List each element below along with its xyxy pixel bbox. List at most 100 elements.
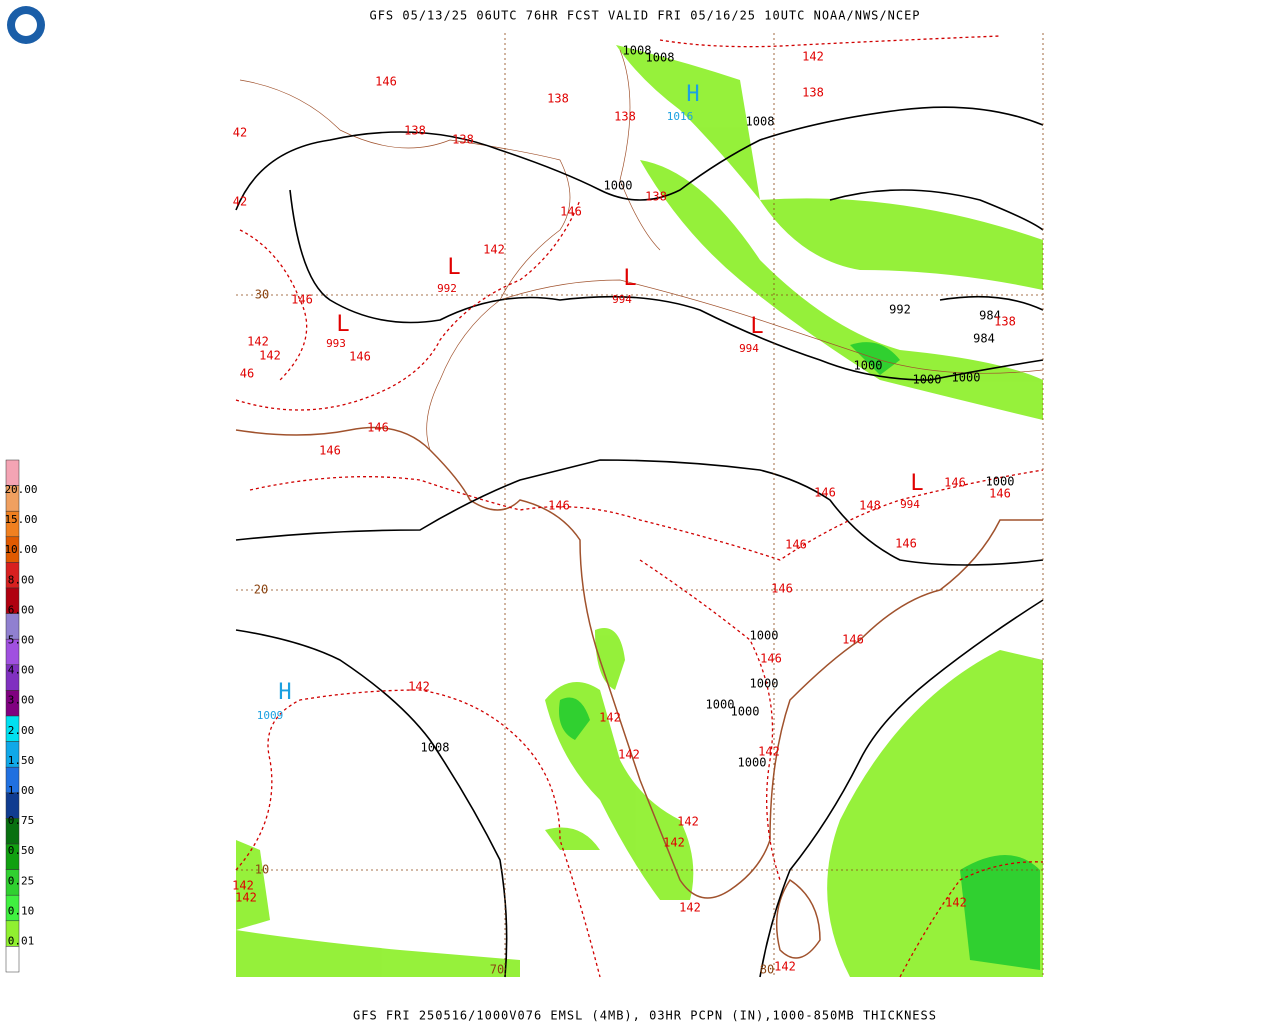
- map-area: [235, 33, 1044, 978]
- thickness-label: 142: [599, 711, 621, 725]
- low-pressure: 992: [437, 282, 457, 295]
- thickness-label: 146: [319, 444, 341, 458]
- grid-label: 20: [254, 583, 268, 597]
- high-pressure: 1016: [667, 110, 694, 123]
- low-symbol: L: [447, 255, 460, 280]
- thickness-label: 142: [408, 680, 430, 694]
- thickness-label: 146: [842, 633, 864, 647]
- thickness-label: 142: [945, 896, 967, 910]
- thickness-label: 146: [814, 486, 836, 500]
- thickness-label: 142: [232, 879, 254, 893]
- borders: [239, 49, 1044, 451]
- thickness-label: 142: [247, 335, 269, 349]
- thickness-label: 146: [375, 75, 397, 89]
- thickness-label: 142: [483, 243, 505, 257]
- thickness-label: 138: [547, 92, 569, 106]
- legend-label: 5.00: [8, 634, 35, 647]
- low-pressure: 993: [326, 337, 346, 350]
- low-pressure: 994: [739, 342, 759, 355]
- thickness-label: 142: [235, 891, 257, 905]
- legend-label: 2.00: [8, 724, 35, 737]
- legend-label: 10.00: [4, 543, 37, 556]
- legend-label: 0.25: [8, 874, 35, 887]
- legend-label: 8.00: [8, 573, 35, 586]
- high-symbol: H: [278, 680, 291, 705]
- thickness-label: 42: [233, 126, 247, 140]
- isobar-label: 1000: [750, 629, 779, 643]
- thickness-label: 46: [240, 367, 254, 381]
- thickness-label: 142: [259, 349, 281, 363]
- legend: 20.00 15.00 10.00 8.00 6.00 5.00 4.00 3.00 2.00 1…: [4, 459, 38, 973]
- thickness-contours: [235, 35, 1044, 978]
- legend-label: 1.50: [8, 754, 35, 767]
- precip-heavy: [559, 342, 1040, 970]
- low-pressure: 994: [612, 293, 632, 306]
- legend-label: 15.00: [4, 513, 37, 526]
- thickness-label: 146: [895, 537, 917, 551]
- thickness-label: 138: [802, 86, 824, 100]
- grid-label: 30: [255, 288, 269, 302]
- isobar-label: 1008: [421, 741, 450, 755]
- lat-lon-grid: [236, 33, 1044, 977]
- thickness-label: 148: [859, 499, 881, 513]
- thickness-label: 146: [785, 538, 807, 552]
- isobar-label: 1008: [746, 115, 775, 129]
- map-title: GFS 05/13/25 06UTC 76HR FCST VALID FRI 0…: [369, 9, 920, 23]
- legend-swatch: [5, 946, 20, 973]
- legend-label: 20.00: [4, 483, 37, 496]
- isobar-label: 1000: [738, 756, 767, 770]
- thickness-label: 142: [663, 836, 685, 850]
- thickness-label: 146: [989, 487, 1011, 501]
- isobar-label: 1000: [706, 698, 735, 712]
- thickness-label: 42: [233, 195, 247, 209]
- noaa-logo-inner: [15, 14, 37, 36]
- map-caption: GFS FRI 250516/1000V076 EMSL (4MB), 03HR…: [353, 1009, 937, 1023]
- legend-label: 0.10: [8, 904, 35, 917]
- thickness-label: 142: [618, 748, 640, 762]
- legend-label: 1.00: [8, 784, 35, 797]
- low-symbol: L: [910, 471, 923, 496]
- grid-label: 10: [255, 863, 269, 877]
- legend-swatch: [5, 459, 20, 486]
- grid-label: 80: [760, 963, 774, 977]
- legend-label: 6.00: [8, 603, 35, 616]
- isobar-label: 1000: [854, 359, 883, 373]
- legend-label: 0.50: [8, 844, 35, 857]
- legend-label: 0.75: [8, 814, 35, 827]
- legend-label: 4.00: [8, 664, 35, 677]
- isobar-label: 1000: [750, 677, 779, 691]
- thickness-label: 146: [771, 582, 793, 596]
- isobar-label: 1000: [731, 705, 760, 719]
- thickness-label: 142: [679, 901, 701, 915]
- isobar-label: 1000: [604, 179, 633, 193]
- grid-label: 70: [490, 963, 504, 977]
- thickness-label: 146: [548, 499, 570, 513]
- isobar-label: 1000: [913, 373, 942, 387]
- low-symbol: L: [750, 314, 763, 339]
- low-pressure: 994: [900, 498, 920, 511]
- isobars: [235, 106, 1044, 978]
- thickness-label: 138: [614, 110, 636, 124]
- thickness-label: 146: [560, 205, 582, 219]
- thickness-label: 146: [944, 476, 966, 490]
- isobar-label: 992: [889, 303, 911, 317]
- high-symbol: H: [686, 82, 699, 107]
- thickness-label: 146: [367, 421, 389, 435]
- thickness-label: 138: [452, 133, 474, 147]
- thickness-label: 142: [802, 50, 824, 64]
- thickness-label: 142: [758, 745, 780, 759]
- high-pressure: 1009: [257, 709, 284, 722]
- isobar-label: 984: [979, 309, 1001, 323]
- legend-label: 3.00: [8, 694, 35, 707]
- thickness-label: 146: [760, 652, 782, 666]
- thickness-label: 146: [291, 293, 313, 307]
- isobar-label: 1008: [646, 51, 675, 65]
- coastline: [235, 426, 1043, 959]
- low-symbol: L: [336, 312, 349, 337]
- thickness-label: 138: [994, 315, 1016, 329]
- isobar-label: 1000: [952, 371, 981, 385]
- isobar-label: 1000: [986, 475, 1015, 489]
- legend-label: 0.01: [8, 935, 35, 948]
